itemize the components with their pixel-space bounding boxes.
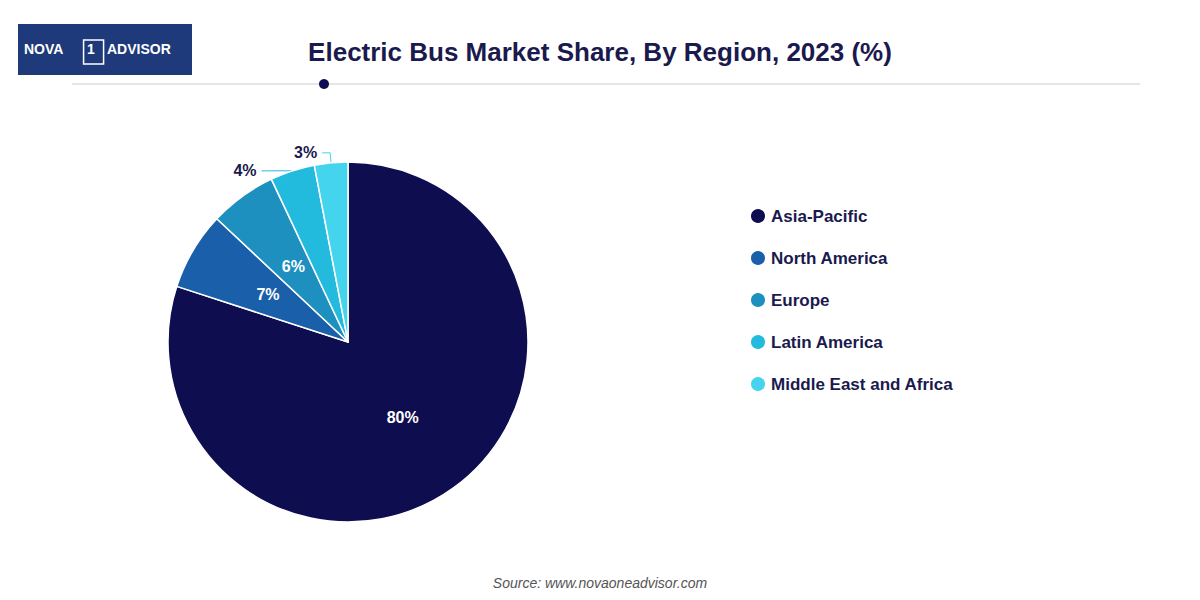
svg-text:80%: 80% <box>387 409 419 426</box>
svg-text:Latin America: Latin America <box>771 333 883 352</box>
svg-text:Asia-Pacific: Asia-Pacific <box>771 207 867 226</box>
svg-text:7%: 7% <box>256 286 279 303</box>
svg-text:Source: www.novaoneadvisor.com: Source: www.novaoneadvisor.com <box>493 575 708 591</box>
svg-text:6%: 6% <box>282 258 305 275</box>
svg-text:ADVISOR: ADVISOR <box>107 41 171 57</box>
svg-text:Europe: Europe <box>771 291 830 310</box>
svg-text:NOVA: NOVA <box>24 41 63 57</box>
svg-text:North America: North America <box>771 249 888 268</box>
svg-text:4%: 4% <box>233 162 256 179</box>
svg-text:1: 1 <box>87 41 95 57</box>
svg-text:3%: 3% <box>294 144 317 161</box>
svg-text:Middle East and Africa: Middle East and Africa <box>771 375 953 394</box>
svg-text:Electric Bus Market Share, By: Electric Bus Market Share, By Region, 20… <box>308 37 892 67</box>
